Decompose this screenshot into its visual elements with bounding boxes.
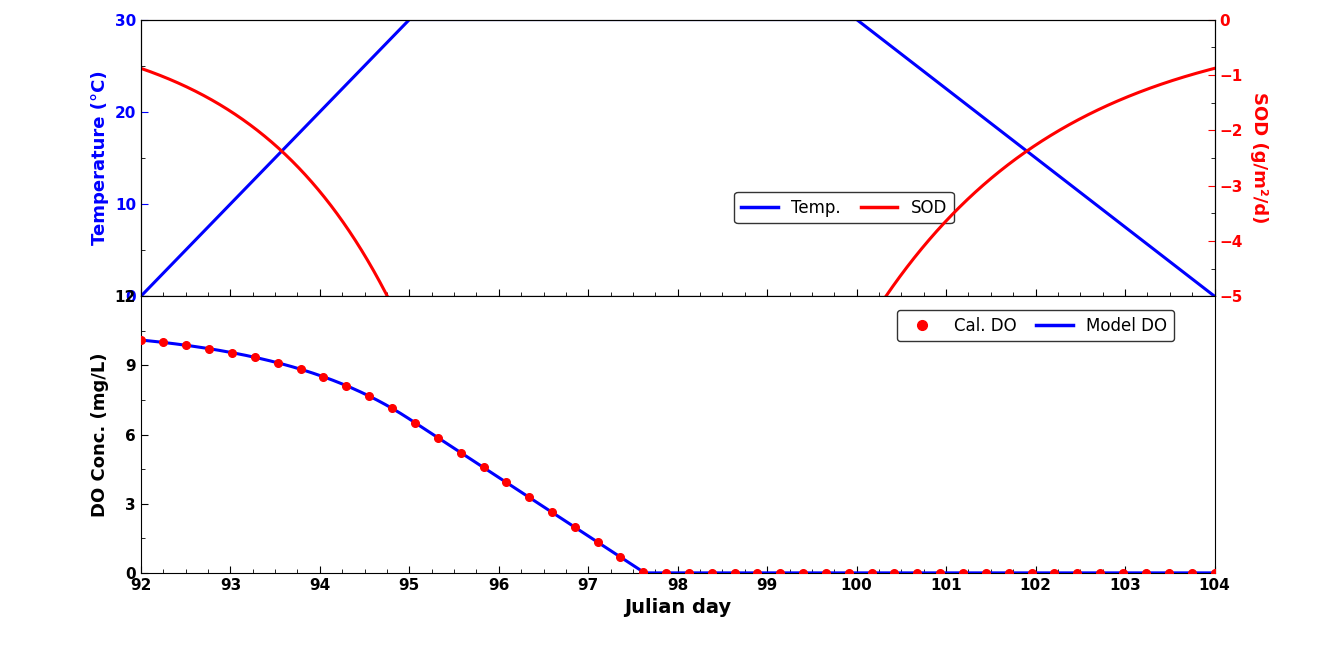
Y-axis label: Temperature (°C): Temperature (°C) (91, 70, 109, 245)
Y-axis label: DO Conc. (mg/L): DO Conc. (mg/L) (91, 352, 109, 517)
X-axis label: Julian day: Julian day (624, 598, 731, 617)
Y-axis label: SOD (g/m²/d): SOD (g/m²/d) (1249, 92, 1268, 223)
Legend: Cal. DO, Model DO: Cal. DO, Model DO (896, 310, 1174, 341)
Legend: Temp., SOD: Temp., SOD (734, 192, 954, 223)
